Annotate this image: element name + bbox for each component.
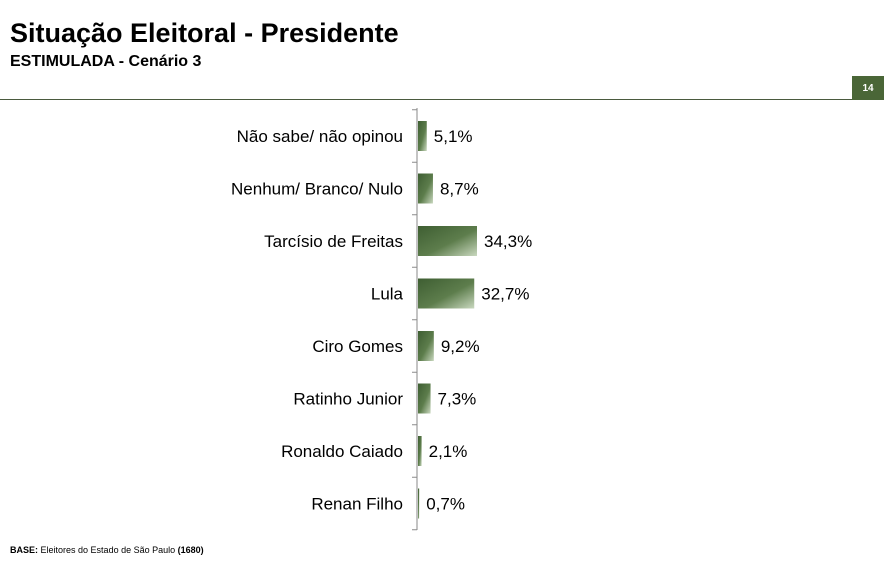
value-label: 34,3% — [484, 232, 532, 251]
bar — [418, 278, 475, 309]
value-label: 5,1% — [434, 127, 473, 146]
base-footnote: BASE: Eleitores do Estado de São Paulo (… — [10, 545, 204, 555]
category-label: Tarcísio de Freitas — [264, 232, 403, 251]
value-label: 8,7% — [440, 180, 479, 199]
bar — [418, 121, 427, 151]
category-label: Lula — [371, 285, 404, 304]
base-label: BASE: — [10, 545, 39, 555]
base-count: (1680) — [177, 545, 204, 555]
base-text: Eleitores do Estado de São Paulo — [40, 545, 176, 555]
value-label: 0,7% — [426, 495, 465, 514]
value-label: 2,1% — [429, 442, 468, 461]
bar — [418, 331, 434, 361]
bar — [418, 488, 420, 519]
category-label: Não sabe/ não opinou — [237, 127, 403, 146]
header-divider — [0, 99, 852, 100]
page-number-badge: 14 — [852, 76, 884, 100]
category-label: Ratinho Junior — [293, 390, 403, 409]
bar — [418, 173, 433, 204]
bar — [418, 436, 422, 466]
value-label: 7,3% — [438, 390, 477, 409]
category-label: Nenhum/ Branco/ Nulo — [231, 180, 403, 199]
category-label: Ciro Gomes — [312, 337, 403, 356]
page-title: Situação Eleitoral - Presidente — [10, 18, 399, 48]
page-subtitle: ESTIMULADA - Cenário 3 — [10, 53, 202, 70]
value-label: 9,2% — [441, 337, 480, 356]
bar — [418, 383, 431, 414]
category-label: Renan Filho — [311, 495, 403, 514]
category-label: Ronaldo Caiado — [281, 442, 403, 461]
bar-chart: Não sabe/ não opinou 5,1% Nenhum/ Branco/ … — [231, 108, 532, 531]
bar — [418, 226, 477, 256]
value-label: 32,7% — [481, 285, 529, 304]
